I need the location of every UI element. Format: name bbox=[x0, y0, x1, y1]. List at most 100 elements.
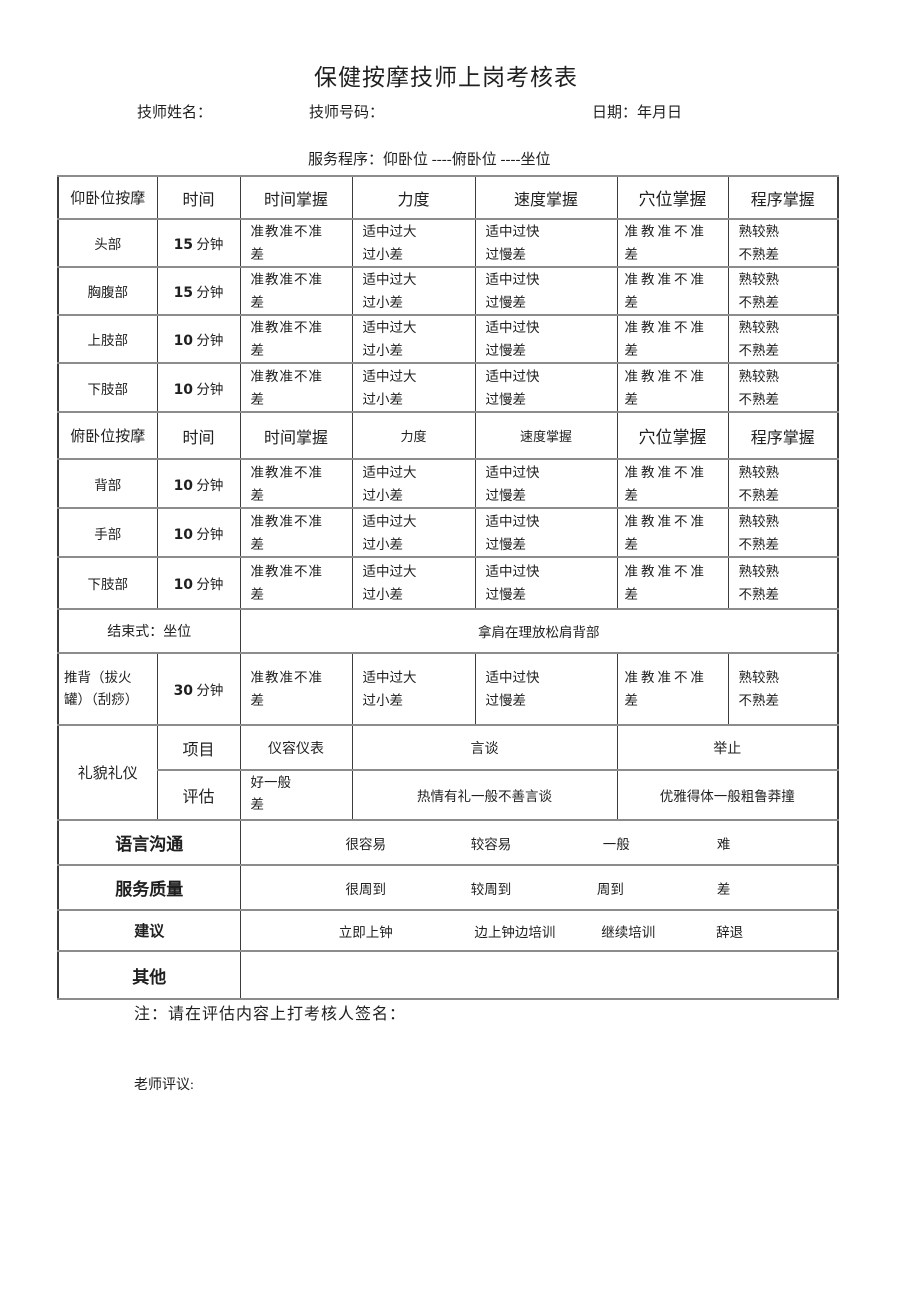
time-number: 10 bbox=[173, 381, 194, 398]
row-service-quality: 服务质量 很周到 较周到 周到 差 bbox=[57, 864, 839, 911]
eval-force: 适中过大 过小差 bbox=[351, 266, 476, 316]
eval-acupoint: 准教准不准差 bbox=[616, 556, 729, 610]
col-header-speed-control: 速度掌握 bbox=[474, 175, 618, 220]
row-lower-limb-prone: 下肢部 10 分钟 准教准不准差适中过大 过小差 适中过快 过慢差 准教准不准差熟较熟 不熟差 bbox=[57, 556, 839, 610]
eval-force: 适中过大 过小差 bbox=[351, 507, 476, 558]
col-header-acupoint-control: 穴位掌握 bbox=[616, 175, 729, 220]
closing-content: 拿肩在理放松肩背部 bbox=[239, 608, 839, 654]
eval-speed: 适中过快 过慢差 bbox=[474, 507, 618, 558]
option-label: 立即上钟 bbox=[338, 924, 393, 940]
eval-time-control: 准教准不准差 bbox=[239, 652, 353, 726]
eval-procedure: 熟较熟 不熟差 bbox=[727, 458, 839, 509]
col-header-procedure-control: 程序掌握 bbox=[727, 411, 839, 460]
header-row-supine: 仰卧位按摩 时间 时间掌握 力度 速度掌握 穴位掌握 程序掌握 bbox=[57, 175, 839, 220]
field-technician-name: 技师姓名： bbox=[137, 105, 213, 121]
row-lower-limb: 下肢部 10 分钟 准教准不准差适中过大 过小差 适中过快 过慢差 准教准不准差熟较熟 不熟差 bbox=[57, 362, 839, 413]
item-appearance: 仪容仪表 bbox=[239, 724, 353, 771]
row-chest-abdomen: 胸腹部 15 分钟 准教准不准差适中过大 过小差 适中过快 过慢差 准教准不准差熟较熟 不熟差 bbox=[57, 266, 839, 316]
col-header-procedure-control: 程序掌握 bbox=[727, 175, 839, 220]
time-number: 10 bbox=[173, 577, 194, 593]
row-closing: 结束式：坐位 拿肩在理放松肩背部 bbox=[57, 608, 839, 654]
other-content bbox=[239, 950, 839, 1000]
eval-procedure: 熟较熟 不熟差 bbox=[727, 507, 839, 558]
header-row-prone: 俯卧位按摩 时间 时间掌握 力度 速度掌握 穴位掌握 程序掌握 bbox=[57, 411, 839, 460]
meta-row: 技师姓名： 技师号码： 日期：年月日 bbox=[0, 101, 920, 123]
etiquette-item-label: 项目 bbox=[156, 724, 241, 771]
col-header-time-control: 时间掌握 bbox=[239, 411, 353, 460]
eval-acupoint: 准教准不准差 bbox=[616, 507, 729, 558]
body-part-cell: 手部 bbox=[57, 507, 158, 558]
eval-acupoint: 准教准不准差 bbox=[616, 458, 729, 509]
row-other: 其他 bbox=[57, 950, 839, 1000]
eval-procedure: 熟较熟 不熟差 bbox=[727, 266, 839, 316]
option-label: 周到 bbox=[596, 881, 624, 897]
eval-acupoint: 准教准不准差 bbox=[616, 266, 729, 316]
eval-time-control: 准教准不准差 bbox=[239, 218, 353, 268]
assessment-table-body: 仰卧位按摩 时间 时间掌握 力度 速度掌握 穴位掌握 程序掌握 头部 15 分钟 准教准不准差适中… bbox=[57, 175, 839, 1000]
eval-procedure: 熟较熟 不熟差 bbox=[727, 218, 839, 268]
option-label: 辞退 bbox=[716, 924, 744, 940]
row-back-push: 推背（拔火罐）（刮痧） 30 分钟 准教准不准差适中过大 过小差 适中过快 过慢差 准教准不… bbox=[57, 652, 839, 726]
row-upper-limb: 上肢部 10 分钟 准教准不准差适中过大 过小差 适中过快 过慢差 准教准不准差熟较熟 不熟差 bbox=[57, 314, 839, 364]
option-label: 很容易 bbox=[345, 836, 387, 852]
row-suggestion: 建议 立即上钟 边上钟边培训 继续培训 辞退 bbox=[57, 909, 839, 952]
body-part-cell: 下肢部 bbox=[57, 362, 158, 413]
col-header-time: 时间 bbox=[156, 411, 241, 460]
item-manner: 举止 bbox=[616, 724, 839, 771]
eval-force: 适中过大 过小差 bbox=[351, 458, 476, 509]
time-cell: 15 分钟 bbox=[156, 266, 241, 316]
eval-force: 适中过大 过小差 bbox=[351, 314, 476, 364]
teacher-comment-label: 老师评议: bbox=[134, 1078, 194, 1093]
eval-speed: 适中过快 过慢差 bbox=[474, 218, 618, 268]
col-header-force: 力度 bbox=[351, 175, 476, 220]
service-quality-options: 很周到 较周到 周到 差 bbox=[239, 864, 839, 911]
closing-label: 结束式：坐位 bbox=[57, 608, 241, 654]
col-header-time: 时间 bbox=[156, 175, 241, 220]
option-label: 一般 bbox=[602, 836, 630, 852]
body-part-cell: 下肢部 bbox=[57, 556, 158, 610]
eval-procedure: 熟较熟 不熟差 bbox=[727, 652, 839, 726]
eval-speed: 适中过快 过慢差 bbox=[474, 652, 618, 726]
eval-force: 适中过大 过小差 bbox=[351, 362, 476, 413]
eval-acupoint: 准教准不准差 bbox=[616, 218, 729, 268]
option-label: 很周到 bbox=[345, 881, 387, 897]
eval-speed: 适中过快 过慢差 bbox=[474, 458, 618, 509]
time-cell: 10 分钟 bbox=[156, 362, 241, 413]
etiquette-eval-label: 评估 bbox=[156, 769, 241, 821]
eval-manner: 优雅得体一般粗鲁莽撞 bbox=[616, 769, 839, 821]
eval-force: 适中过大 过小差 bbox=[351, 652, 476, 726]
option-label: 较容易 bbox=[470, 836, 512, 852]
assessment-table: 仰卧位按摩 时间 时间掌握 力度 速度掌握 穴位掌握 程序掌握 头部 15 分钟 准教准不准差适中… bbox=[57, 175, 839, 1000]
time-number: 10 bbox=[173, 477, 194, 494]
row-label-service-quality: 服务质量 bbox=[57, 864, 241, 911]
eval-speech: 热情有礼一般不善言谈 bbox=[351, 769, 618, 821]
col-header-force: 力度 bbox=[351, 411, 476, 460]
eval-speed: 适中过快 过慢差 bbox=[474, 314, 618, 364]
row-etiquette-items: 礼貌礼仪 项目 仪容仪表 言谈 举止 bbox=[57, 724, 839, 821]
body-part-cell: 头部 bbox=[57, 218, 158, 268]
row-head: 头部 15 分钟 准教准不准差适中过大 过小差 适中过快 过慢差 准教准不准差熟较熟 不熟差 bbox=[57, 218, 839, 268]
col-header-acupoint-control: 穴位掌握 bbox=[616, 411, 729, 460]
eval-procedure: 熟较熟 不熟差 bbox=[727, 362, 839, 413]
row-label-language: 语言沟通 bbox=[57, 819, 241, 866]
time-number: 15 bbox=[173, 285, 194, 301]
eval-time-control: 准教准不准差 bbox=[239, 266, 353, 316]
row-hand: 手部 10 分钟 准教准不准差适中过大 过小差 适中过快 过慢差 准教准不准差熟较熟 不熟差 bbox=[57, 507, 839, 558]
row-label-suggestion: 建议 bbox=[57, 909, 241, 952]
service-procedure: 服务程序：仰卧位 ----俯卧位 ----坐位 bbox=[308, 152, 551, 168]
eval-acupoint: 准教准不准差 bbox=[616, 652, 729, 726]
row-label-other: 其他 bbox=[57, 950, 241, 1000]
item-speech: 言谈 bbox=[351, 724, 618, 771]
eval-appearance: 好一般差 bbox=[239, 769, 353, 821]
time-number: 10 bbox=[173, 526, 194, 543]
time-cell: 10 分钟 bbox=[156, 314, 241, 364]
eval-force: 适中过大 过小差 bbox=[351, 218, 476, 268]
eval-time-control: 准教准不准差 bbox=[239, 556, 353, 610]
signature-note: 注：请在评估内容上打考核人签名： bbox=[134, 1006, 407, 1023]
time-cell: 10 分钟 bbox=[156, 556, 241, 610]
row-language: 语言沟通 很容易 较容易 一般 难 bbox=[57, 819, 839, 866]
body-part-cell: 背部 bbox=[57, 458, 158, 509]
eval-time-control: 准教准不准差 bbox=[239, 507, 353, 558]
eval-procedure: 熟较熟 不熟差 bbox=[727, 556, 839, 610]
